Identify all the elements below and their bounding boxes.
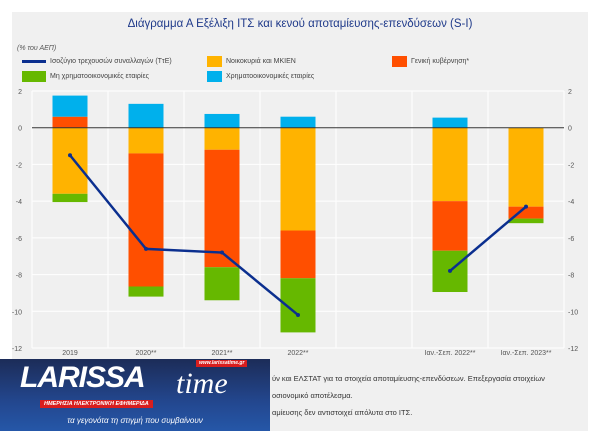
line-point [68, 153, 72, 158]
y-tick-label-left: -4 [16, 199, 22, 206]
bar-segment [204, 149, 240, 268]
legend-item-nonfinancial: Μη χρηματοοικονομικές εταιρίες [22, 71, 149, 82]
logo-tagline: ΗΜΕΡΗΣΙΑ ΗΛΕΚΤΡΟΝΙΚΗ ΕΦΗΜΕΡΙΔΑ [40, 400, 153, 408]
x-tick-label: 2020** [135, 350, 156, 357]
government-swatch-icon [392, 56, 407, 67]
legend-item-households: Νοικοκυριά και ΜΚΙΕΝ [207, 56, 296, 67]
x-tick-label: 2022** [287, 350, 308, 357]
logo-name-time: time [176, 367, 228, 400]
larissatime-logo[interactable]: LARISSA www.larissatime.gr time ΗΜΕΡΗΣΙΑ… [0, 359, 270, 431]
bar-segment [128, 103, 164, 128]
legend-label: Μη χρηματοοικονομικές εταιρίες [50, 73, 149, 80]
logo-name: LARISSA [20, 361, 146, 394]
bar-segment [204, 113, 240, 128]
y-tick-label-left: -2 [16, 162, 22, 169]
line-point [144, 246, 148, 251]
bar-segment [508, 127, 544, 207]
line-point [448, 268, 452, 273]
legend-item-government: Γενική κυβέρνηση* [392, 56, 469, 67]
line-point [296, 312, 300, 317]
footnote-line: αμίευσης δεν αντιστοιχεί απόλυτα στο ΙΤΣ… [272, 408, 413, 417]
legend-label: Νοικοκυριά και ΜΚΙΕΝ [226, 58, 296, 65]
x-tick-label: Ιαν.-Σεπ. 2023** [501, 350, 552, 357]
bar-segment [204, 267, 240, 301]
bar-segment [508, 218, 544, 224]
y-tick-label-left: 0 [18, 126, 22, 133]
y-tick-label-left: -10 [12, 309, 22, 316]
y-axis-unit: (% του ΑΕΠ) [17, 45, 57, 52]
x-tick-label: Ιαν.-Σεπ. 2022** [425, 350, 476, 357]
y-tick-label-right: -2 [568, 162, 574, 169]
line-legend-icon [22, 60, 46, 63]
bar-segment [280, 230, 316, 279]
y-tick-label-left: -8 [16, 273, 22, 280]
y-tick-label-right: -8 [568, 273, 574, 280]
bar-segment [52, 193, 88, 203]
footnote-line: οσιονομικό αποτέλεσμα. [272, 391, 353, 400]
logo-url: www.larissatime.gr [196, 360, 248, 367]
bar-segment [432, 127, 468, 202]
legend-label: Ισοζύγιο τρεχουσών συναλλαγών (ΤτΕ) [50, 58, 172, 65]
bar-segment [508, 206, 544, 219]
bar-segment [52, 127, 88, 194]
financial-swatch-icon [207, 71, 222, 82]
y-tick-label-right: -10 [568, 309, 578, 316]
bar-segment [280, 127, 316, 231]
chart-title: Διάγραμμα Α Εξέλιξη ΙΤΣ και κενού αποταμ… [127, 18, 473, 30]
y-tick-label-right: -12 [568, 346, 578, 353]
bar-segment [432, 201, 468, 251]
bar-segment [432, 117, 468, 128]
nonfinancial-swatch-icon [22, 71, 46, 82]
legend-label: Γενική κυβέρνηση* [411, 58, 470, 65]
bar-segment [52, 95, 88, 117]
y-tick-label-right: -6 [568, 236, 574, 243]
logo-slogan: τα γεγονότα τη στιγμή που συμβαίνουν [67, 416, 203, 425]
line-point [220, 250, 224, 255]
x-tick-label: 2021** [211, 350, 232, 357]
current-account-line [449, 205, 527, 272]
y-tick-label-right: 2 [568, 89, 572, 96]
bar-segment [204, 127, 240, 150]
bar-segment [128, 153, 164, 287]
y-tick-label-right: 0 [568, 126, 572, 133]
legend-item-financial: Χρηματοοικονομικές εταιρίες [207, 71, 314, 82]
y-tick-label-right: -4 [568, 199, 574, 206]
current-account-line [69, 154, 299, 316]
households-swatch-icon [207, 56, 222, 67]
y-tick-label-left: -12 [12, 346, 22, 353]
footnote-line: ύν και ΕΛΣΤΑΤ για τα στοιχεία αποταμίευσ… [272, 374, 545, 383]
legend-label: Χρηματοοικονομικές εταιρίες [226, 73, 315, 80]
bar-segment [128, 127, 164, 154]
bar-segment [128, 286, 164, 297]
line-point [524, 204, 528, 209]
bar-segment [280, 116, 316, 128]
bar-segment [52, 116, 88, 128]
y-tick-label-left: -6 [16, 236, 22, 243]
legend-item-current-account: Ισοζύγιο τρεχουσών συναλλαγών (ΤτΕ) [22, 58, 172, 65]
x-tick-label: 2019 [62, 350, 78, 357]
y-tick-label-left: 2 [18, 89, 22, 96]
